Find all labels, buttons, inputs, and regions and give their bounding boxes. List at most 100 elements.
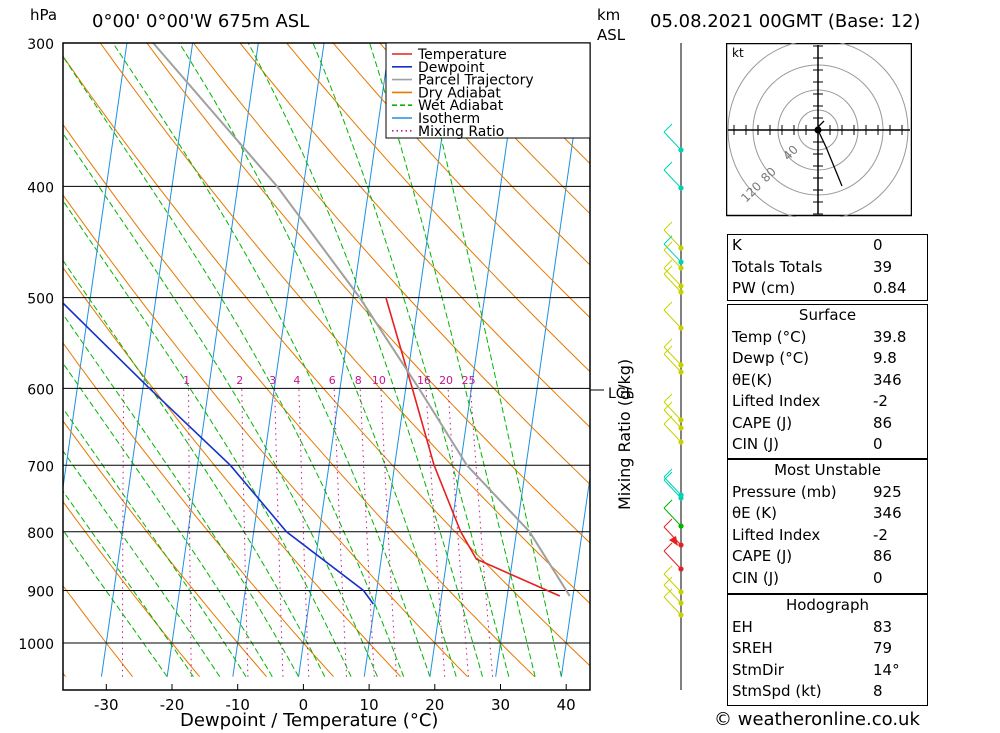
dry-adiabat-line bbox=[193, 43, 590, 485]
wet-adiabat-line bbox=[63, 450, 221, 677]
wind-barb bbox=[663, 526, 682, 546]
dry-adiabat-line bbox=[63, 194, 468, 678]
mixing-ratio-label: 8 bbox=[355, 374, 362, 387]
dry-adiabat-line bbox=[63, 266, 401, 678]
mixing-ratio-label: 6 bbox=[329, 374, 336, 387]
skewt-chart: 300 400 500 600 700 800 900 1000 -30 -20 -10 0 10 20… bbox=[0, 37, 720, 731]
mixing-ratio-label: 1 bbox=[183, 374, 190, 387]
wind-barb-flag bbox=[663, 468, 673, 478]
isotherm-line bbox=[0, 43, 61, 677]
km-label: km bbox=[597, 6, 621, 24]
series-line-parcel-trajectory bbox=[152, 43, 571, 597]
hodograph-unit: kt bbox=[732, 46, 744, 60]
isotherm-line bbox=[627, 43, 718, 677]
wind-barb-flag bbox=[663, 588, 673, 598]
dry-adiabat-line bbox=[99, 43, 590, 605]
wet-adiabat-line bbox=[63, 313, 299, 677]
dry-adiabat-line bbox=[63, 55, 590, 667]
temperature-tick-label: -10 bbox=[225, 696, 250, 714]
wind-barb-flag bbox=[663, 565, 673, 575]
wind-barb-flag bbox=[663, 123, 673, 133]
wind-barb-flag bbox=[663, 415, 673, 425]
pressure-tick-label: 1000 bbox=[18, 637, 54, 653]
mixing-ratio-line bbox=[274, 388, 284, 677]
legend-entry: Isotherm bbox=[418, 111, 480, 127]
wind-barb-flag bbox=[663, 471, 673, 481]
dry-adiabat-line bbox=[63, 672, 67, 677]
wet-adiabat-line bbox=[312, 43, 510, 677]
series-lines bbox=[63, 43, 571, 605]
wind-barb bbox=[663, 169, 682, 189]
hodograph-row: EH 83 bbox=[732, 617, 893, 636]
lcl-label: LCL bbox=[608, 386, 634, 402]
wind-profile bbox=[663, 43, 684, 690]
temperature-tick-label: 20 bbox=[425, 696, 444, 714]
isotherm-line bbox=[429, 43, 522, 677]
wind-barb bbox=[663, 479, 682, 499]
dry-adiabat-line bbox=[286, 43, 590, 373]
surface-row: CIN (J) 0 bbox=[732, 435, 883, 453]
temperature-tick-label: 40 bbox=[557, 696, 576, 714]
surface-table: Surface Temp (°C) 39.8 Dewp (°C) 9.8 θE(K)… bbox=[727, 304, 928, 459]
wind-barb bbox=[663, 550, 682, 570]
datetime-label: 05.08.2021 00GMT (Base: 12) bbox=[650, 11, 921, 32]
wet-adiabat-line bbox=[63, 200, 352, 677]
wind-barb-flag bbox=[663, 301, 673, 311]
wind-barb-flag bbox=[663, 345, 673, 355]
wet-adiabat-line bbox=[63, 132, 378, 677]
wet-adiabat-line bbox=[63, 55, 405, 677]
dry-adiabat-line bbox=[379, 43, 590, 266]
dry-adiabat-line bbox=[239, 43, 590, 428]
dry-adiabat-line bbox=[706, 43, 720, 677]
wet-adiabat-line bbox=[63, 407, 247, 677]
mixing-ratio-label: 4 bbox=[293, 374, 300, 387]
wind-barb bbox=[663, 229, 682, 249]
copyright-link[interactable]: © weatheronline.co.uk bbox=[714, 709, 920, 730]
surface-row: θE(K) 346 bbox=[732, 370, 902, 389]
most-unstable-row: CAPE (J) 86 bbox=[732, 547, 893, 565]
surface-row: Lifted Index -2 bbox=[732, 392, 888, 410]
wind-barb bbox=[663, 401, 682, 421]
dry-adiabat-line bbox=[332, 43, 590, 319]
surface-row: Dewp (°C) 9.8 bbox=[732, 349, 897, 367]
wind-barb-flag bbox=[663, 235, 673, 245]
most-unstable-row: Lifted Index -2 bbox=[732, 525, 888, 544]
wind-barb-flag bbox=[663, 338, 673, 348]
pressure-tick-labels: 300 400 500 600 700 800 900 1000 bbox=[18, 37, 54, 653]
right-axis-label: Mixing Ratio (g/kg) bbox=[615, 359, 634, 510]
mixing-ratio-line bbox=[122, 388, 125, 677]
wind-barb bbox=[663, 249, 682, 269]
x-axis-label: Dewpoint / Temperature (°C) bbox=[180, 710, 438, 731]
background-lines bbox=[0, 43, 720, 678]
wind-barb-flag bbox=[663, 161, 673, 171]
wet-adiabat-line bbox=[63, 529, 168, 677]
wind-barb bbox=[663, 131, 682, 151]
wind-barb-flag bbox=[663, 259, 673, 269]
pressure-unit-label: hPa bbox=[30, 6, 58, 24]
wind-barb-flag bbox=[663, 542, 673, 552]
temperature-tick-label: 10 bbox=[360, 696, 379, 714]
wet-adiabat-line bbox=[178, 43, 457, 677]
dry-adiabat-line bbox=[63, 500, 200, 678]
surface-table-title: Surface bbox=[798, 306, 857, 324]
isotherm-line bbox=[166, 43, 259, 677]
mixing-ratio-label: 10 bbox=[372, 374, 386, 387]
indices-row: PW (cm) 0.84 bbox=[732, 279, 907, 297]
hodograph-row: StmSpd (kt) 8 bbox=[732, 682, 883, 700]
legend-entry: Wet Adiabat bbox=[418, 98, 504, 114]
pressure-tick-label: 800 bbox=[27, 526, 54, 542]
mixing-ratio-line bbox=[188, 388, 192, 677]
mixing-ratio-label: 16 bbox=[417, 374, 431, 387]
pressure-tick-label: 500 bbox=[27, 292, 54, 308]
wind-barb bbox=[663, 273, 682, 293]
hodograph-row: SREH 79 bbox=[732, 639, 893, 657]
wet-adiabat-line bbox=[112, 43, 431, 677]
isotherm-line bbox=[232, 43, 325, 677]
wind-barb bbox=[663, 507, 682, 527]
dry-adiabat-line bbox=[63, 123, 535, 678]
isotherm-line bbox=[560, 474, 590, 677]
wet-adiabat-line bbox=[63, 259, 326, 677]
wind-barb-flag bbox=[663, 518, 673, 528]
